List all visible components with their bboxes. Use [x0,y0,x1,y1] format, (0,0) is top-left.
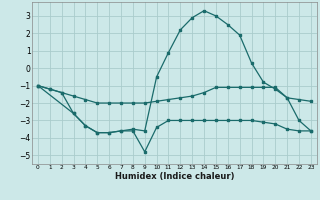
X-axis label: Humidex (Indice chaleur): Humidex (Indice chaleur) [115,172,234,181]
